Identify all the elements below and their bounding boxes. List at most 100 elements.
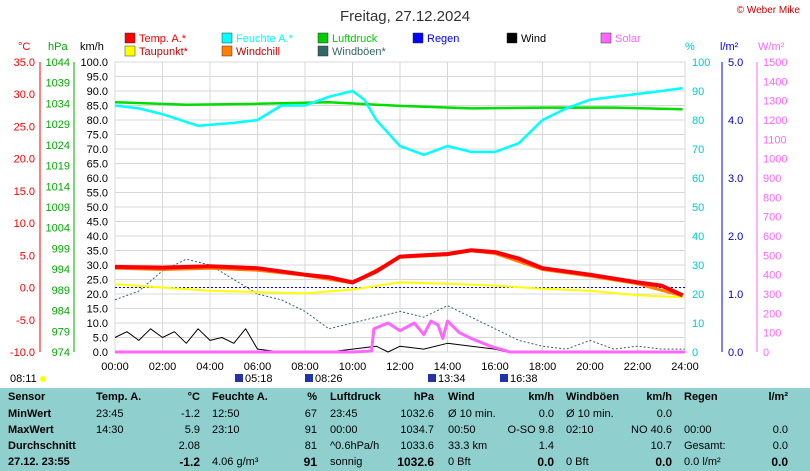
temp-tick-label: 15.0: [14, 186, 35, 198]
stats-temp-value: -1.2: [179, 455, 200, 469]
temp-tick-label: 30.0: [14, 89, 35, 101]
sun-marker-icon: [235, 374, 243, 382]
stats-header: km/h: [646, 391, 672, 403]
solar-tick-label: 1500: [763, 57, 787, 69]
legend-label: Taupunkt*: [139, 46, 189, 58]
series-solar: [115, 319, 685, 354]
pressure-axis-unit: hPa: [48, 41, 68, 53]
wind-tick-label: 10.0: [87, 318, 108, 330]
legend-swatch: [412, 32, 424, 44]
pressure-tick-label: 989: [52, 285, 70, 297]
legend-swatch: [317, 45, 329, 57]
stats-wind-value: 0.0: [537, 455, 554, 469]
pressure-tick-label: 1039: [46, 78, 70, 90]
wind-tick-label: 100.0: [80, 57, 108, 69]
series-wind: [114, 328, 685, 353]
solar-tick-label: 900: [763, 173, 781, 185]
stats-press-time: sonnig: [330, 456, 363, 468]
legend-label: Regen: [427, 33, 459, 45]
stats-header: Sensor: [8, 391, 46, 403]
stats-press-value: 1033.6: [400, 440, 434, 452]
stats-wind-value: 0.0: [538, 408, 554, 420]
wind-tick-label: 15.0: [87, 304, 108, 316]
legend-swatch: [124, 32, 136, 44]
stats-wind-label: 0 Bft: [448, 456, 471, 468]
pressure-tick-label: 994: [52, 264, 70, 276]
x-tick-label: 24:00: [671, 361, 699, 373]
stats-gust-value: 0.0: [656, 408, 672, 420]
wind-tick-label: 0.0: [93, 347, 108, 359]
pressure-tick-label: 1004: [46, 223, 70, 235]
wind-tick-label: 20.0: [87, 289, 108, 301]
legend-label: Temp. A.*: [139, 33, 187, 45]
wind-axis-unit: km/h: [80, 41, 104, 53]
sun-marker-icon: [500, 374, 508, 382]
stats-temp-value: 2.08: [178, 440, 200, 452]
sun-marker-label: 08:26: [315, 373, 343, 382]
solar-tick-label: 700: [763, 212, 781, 224]
stats-hum-time: 23:10: [212, 424, 240, 436]
pressure-tick-label: 999: [52, 243, 70, 255]
wind-tick-label: 55.0: [87, 188, 108, 200]
sun-marker-label: 05:18: [245, 373, 273, 382]
stats-press-value: 1032.6: [400, 408, 434, 420]
stats-gust-label: Ø 10 min.: [566, 408, 614, 420]
temp-axis-unit: °C: [18, 41, 30, 53]
solar-tick-label: 0: [763, 347, 769, 359]
stats-header: Regen: [684, 391, 718, 403]
wind-tick-label: 80.0: [87, 115, 108, 127]
humidity-tick-label: 100: [692, 57, 710, 69]
humidity-tick-label: 30: [692, 260, 704, 272]
rain-tick-label: 5.0: [728, 57, 743, 69]
legend-label: Feuchte A.*: [236, 33, 294, 45]
solar-tick-label: 500: [763, 250, 781, 262]
temp-tick-label: 35.0: [14, 57, 35, 69]
rain-tick-label: 4.0: [728, 115, 743, 127]
legend-label: Windchill: [236, 46, 280, 58]
wind-tick-label: 60.0: [87, 173, 108, 185]
solar-tick-label: 300: [763, 289, 781, 301]
update-time: 08:11: [10, 373, 37, 382]
rain-tick-label: 1.0: [728, 289, 743, 301]
series-feuchtea: [114, 86, 683, 157]
x-tick-label: 08:00: [291, 361, 319, 373]
credit-text: © Weber Mike: [737, 5, 801, 16]
stats-header: Luftdruck: [330, 391, 381, 403]
stats-press-value: 1034.7: [400, 424, 434, 436]
stats-rain-value: 0.0: [771, 455, 788, 469]
weather-chart: Freitag, 27.12.2024 © Weber Mike Temp. A…: [10, 5, 801, 382]
series-windben: [114, 258, 685, 350]
temp-tick-label: -5.0: [16, 315, 35, 327]
humidity-tick-label: 20: [692, 289, 704, 301]
stats-temp-value: -1.2: [181, 408, 200, 420]
stats-hum-time: 12:50: [212, 408, 240, 420]
wind-tick-label: 75.0: [87, 130, 108, 142]
stats-hum-value: 67: [304, 408, 317, 420]
legend-swatch: [221, 45, 233, 57]
x-tick-label: 02:00: [149, 361, 177, 373]
stats-temp-time: 14:30: [96, 424, 124, 436]
stats-gust-value: 10.7: [650, 440, 672, 452]
stats-gust-label: 0 Bft: [566, 456, 589, 468]
stats-header: Feuchte A.: [212, 391, 268, 403]
legend-label: Wind: [521, 33, 546, 45]
sun-marker-label: 13:34: [438, 373, 466, 382]
series-taupunkt: [114, 281, 683, 299]
humidity-tick-label: 70: [692, 144, 704, 156]
stats-wind-value: 1.4: [538, 440, 554, 452]
pressure-tick-label: 1019: [46, 161, 70, 173]
humidity-tick-label: 0: [692, 347, 698, 359]
rain-tick-label: 0.0: [728, 347, 743, 359]
chart-grid: [114, 61, 686, 353]
x-tick-label: 14:00: [434, 361, 462, 373]
solar-tick-label: 400: [763, 270, 781, 282]
stats-header: Wind: [448, 391, 475, 403]
stats-press-time: 23:45: [330, 408, 358, 420]
pressure-tick-label: 1044: [46, 57, 70, 69]
stats-press-time: ^0.6hPa/h: [330, 440, 380, 452]
sun-dot-icon: [40, 376, 46, 382]
wind-tick-label: 95.0: [87, 72, 108, 84]
pressure-tick-label: 974: [52, 347, 70, 359]
stats-gust-value: 0.0: [655, 455, 672, 469]
humidity-tick-label: 40: [692, 231, 704, 243]
